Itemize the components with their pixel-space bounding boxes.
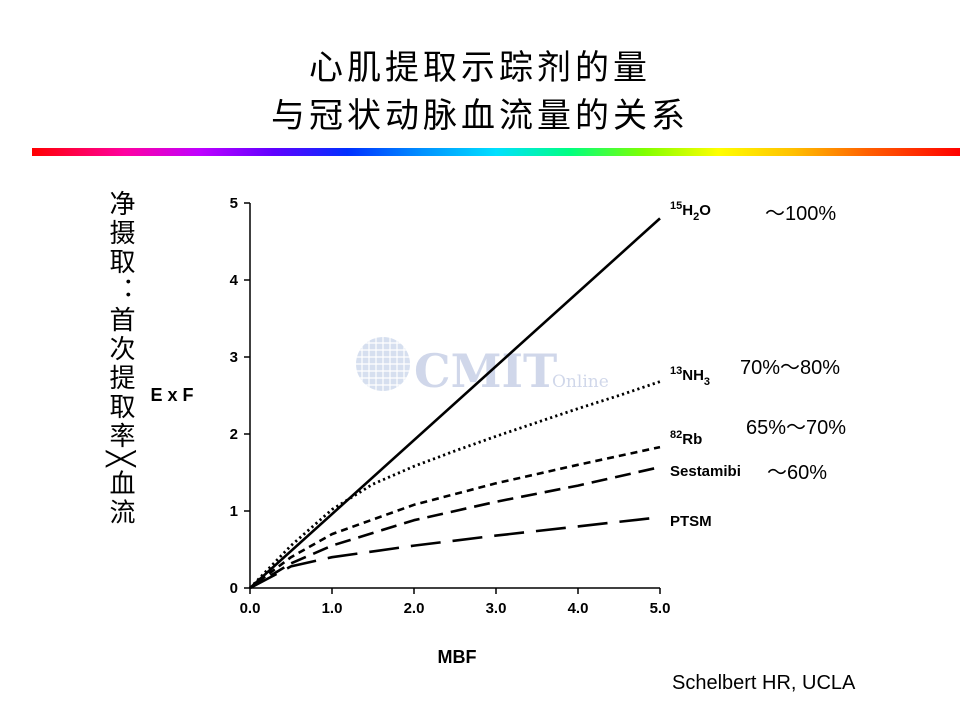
- series-label-base: NH: [682, 367, 704, 384]
- watermark-sub: Online: [552, 372, 609, 392]
- extraction-pct-h2o: ～100%: [765, 203, 836, 225]
- y-tick-label: 3: [230, 349, 238, 366]
- series-label-h2o: 15H2O: [670, 200, 711, 223]
- series-label-prefix: 15: [670, 200, 682, 212]
- y-tick-label: 0: [230, 580, 238, 597]
- x-tick-label: 2.0: [404, 600, 425, 617]
- x-tick-label: 1.0: [322, 600, 343, 617]
- title-line-1: 心肌提取示踪剂的量: [309, 48, 651, 88]
- x-tick-label: 3.0: [486, 600, 507, 617]
- y-tick-label: 4: [230, 272, 239, 289]
- series-label-rb: 82Rb: [670, 429, 702, 448]
- y-tick-label: 2: [230, 426, 238, 443]
- y-tick-label: 1: [230, 503, 238, 520]
- series-label-prefix: 13: [670, 365, 682, 377]
- watermark-main: CMIT: [414, 344, 557, 398]
- series-label-base: Sestamibi: [670, 463, 741, 480]
- rainbow-divider: [32, 148, 960, 156]
- x-tick-label: 0.0: [240, 600, 261, 617]
- series-label-suffix: O: [699, 202, 711, 219]
- chart-axes: 0 1 2 3 4 5 0.0 1.0 2.0 3.0 4.0 5.0 MBF E x F: [150, 195, 670, 667]
- series-line-sestamibi: [249, 465, 661, 590]
- x-tick-label: 5.0: [650, 600, 671, 617]
- slide-title: 心肌提取示踪剂的量 与冠状动脉血流量的关系: [0, 44, 960, 140]
- extraction-pct-sestamibi: ～60%: [767, 462, 827, 484]
- title-line-2: 与冠状动脉血流量的关系: [271, 96, 689, 136]
- series-line-rb: [249, 445, 661, 590]
- x-tick-label: 4.0: [568, 600, 589, 617]
- extraction-pct-nh3: 70%～80%: [740, 357, 840, 379]
- series-label-prefix: 82: [670, 429, 682, 441]
- chart-labels: 15H2O ～100% 13NH3 70%～80% 82Rb 65%～70% Sestami…: [670, 200, 846, 530]
- chart-series: [248, 217, 661, 590]
- y-tick-label: 5: [230, 195, 238, 212]
- credit: Schelbert HR, UCLA: [672, 672, 856, 694]
- extraction-pct-rb: 65%～70%: [746, 417, 846, 439]
- series-line-ptsm: [249, 515, 661, 590]
- series-label-sub: 2: [693, 211, 699, 223]
- series-label-sub: 3: [704, 376, 710, 388]
- series-label-base: PTSM: [670, 513, 712, 530]
- series-label-base: H: [682, 202, 693, 219]
- x-axis-title: MBF: [438, 647, 477, 667]
- series-label-nh3: 13NH3: [670, 365, 710, 388]
- watermark-globe: [356, 337, 410, 391]
- side-label: 净摄取：首次提取率╳血流: [105, 190, 135, 528]
- series-label-base: Rb: [682, 431, 702, 448]
- series-line-h2o: [249, 217, 661, 589]
- series-label-ptsm: PTSM: [670, 513, 712, 530]
- series-label-sestamibi: Sestamibi: [670, 463, 741, 480]
- y-axis-title: E x F: [150, 385, 193, 405]
- series-line-nh3: [248, 380, 661, 589]
